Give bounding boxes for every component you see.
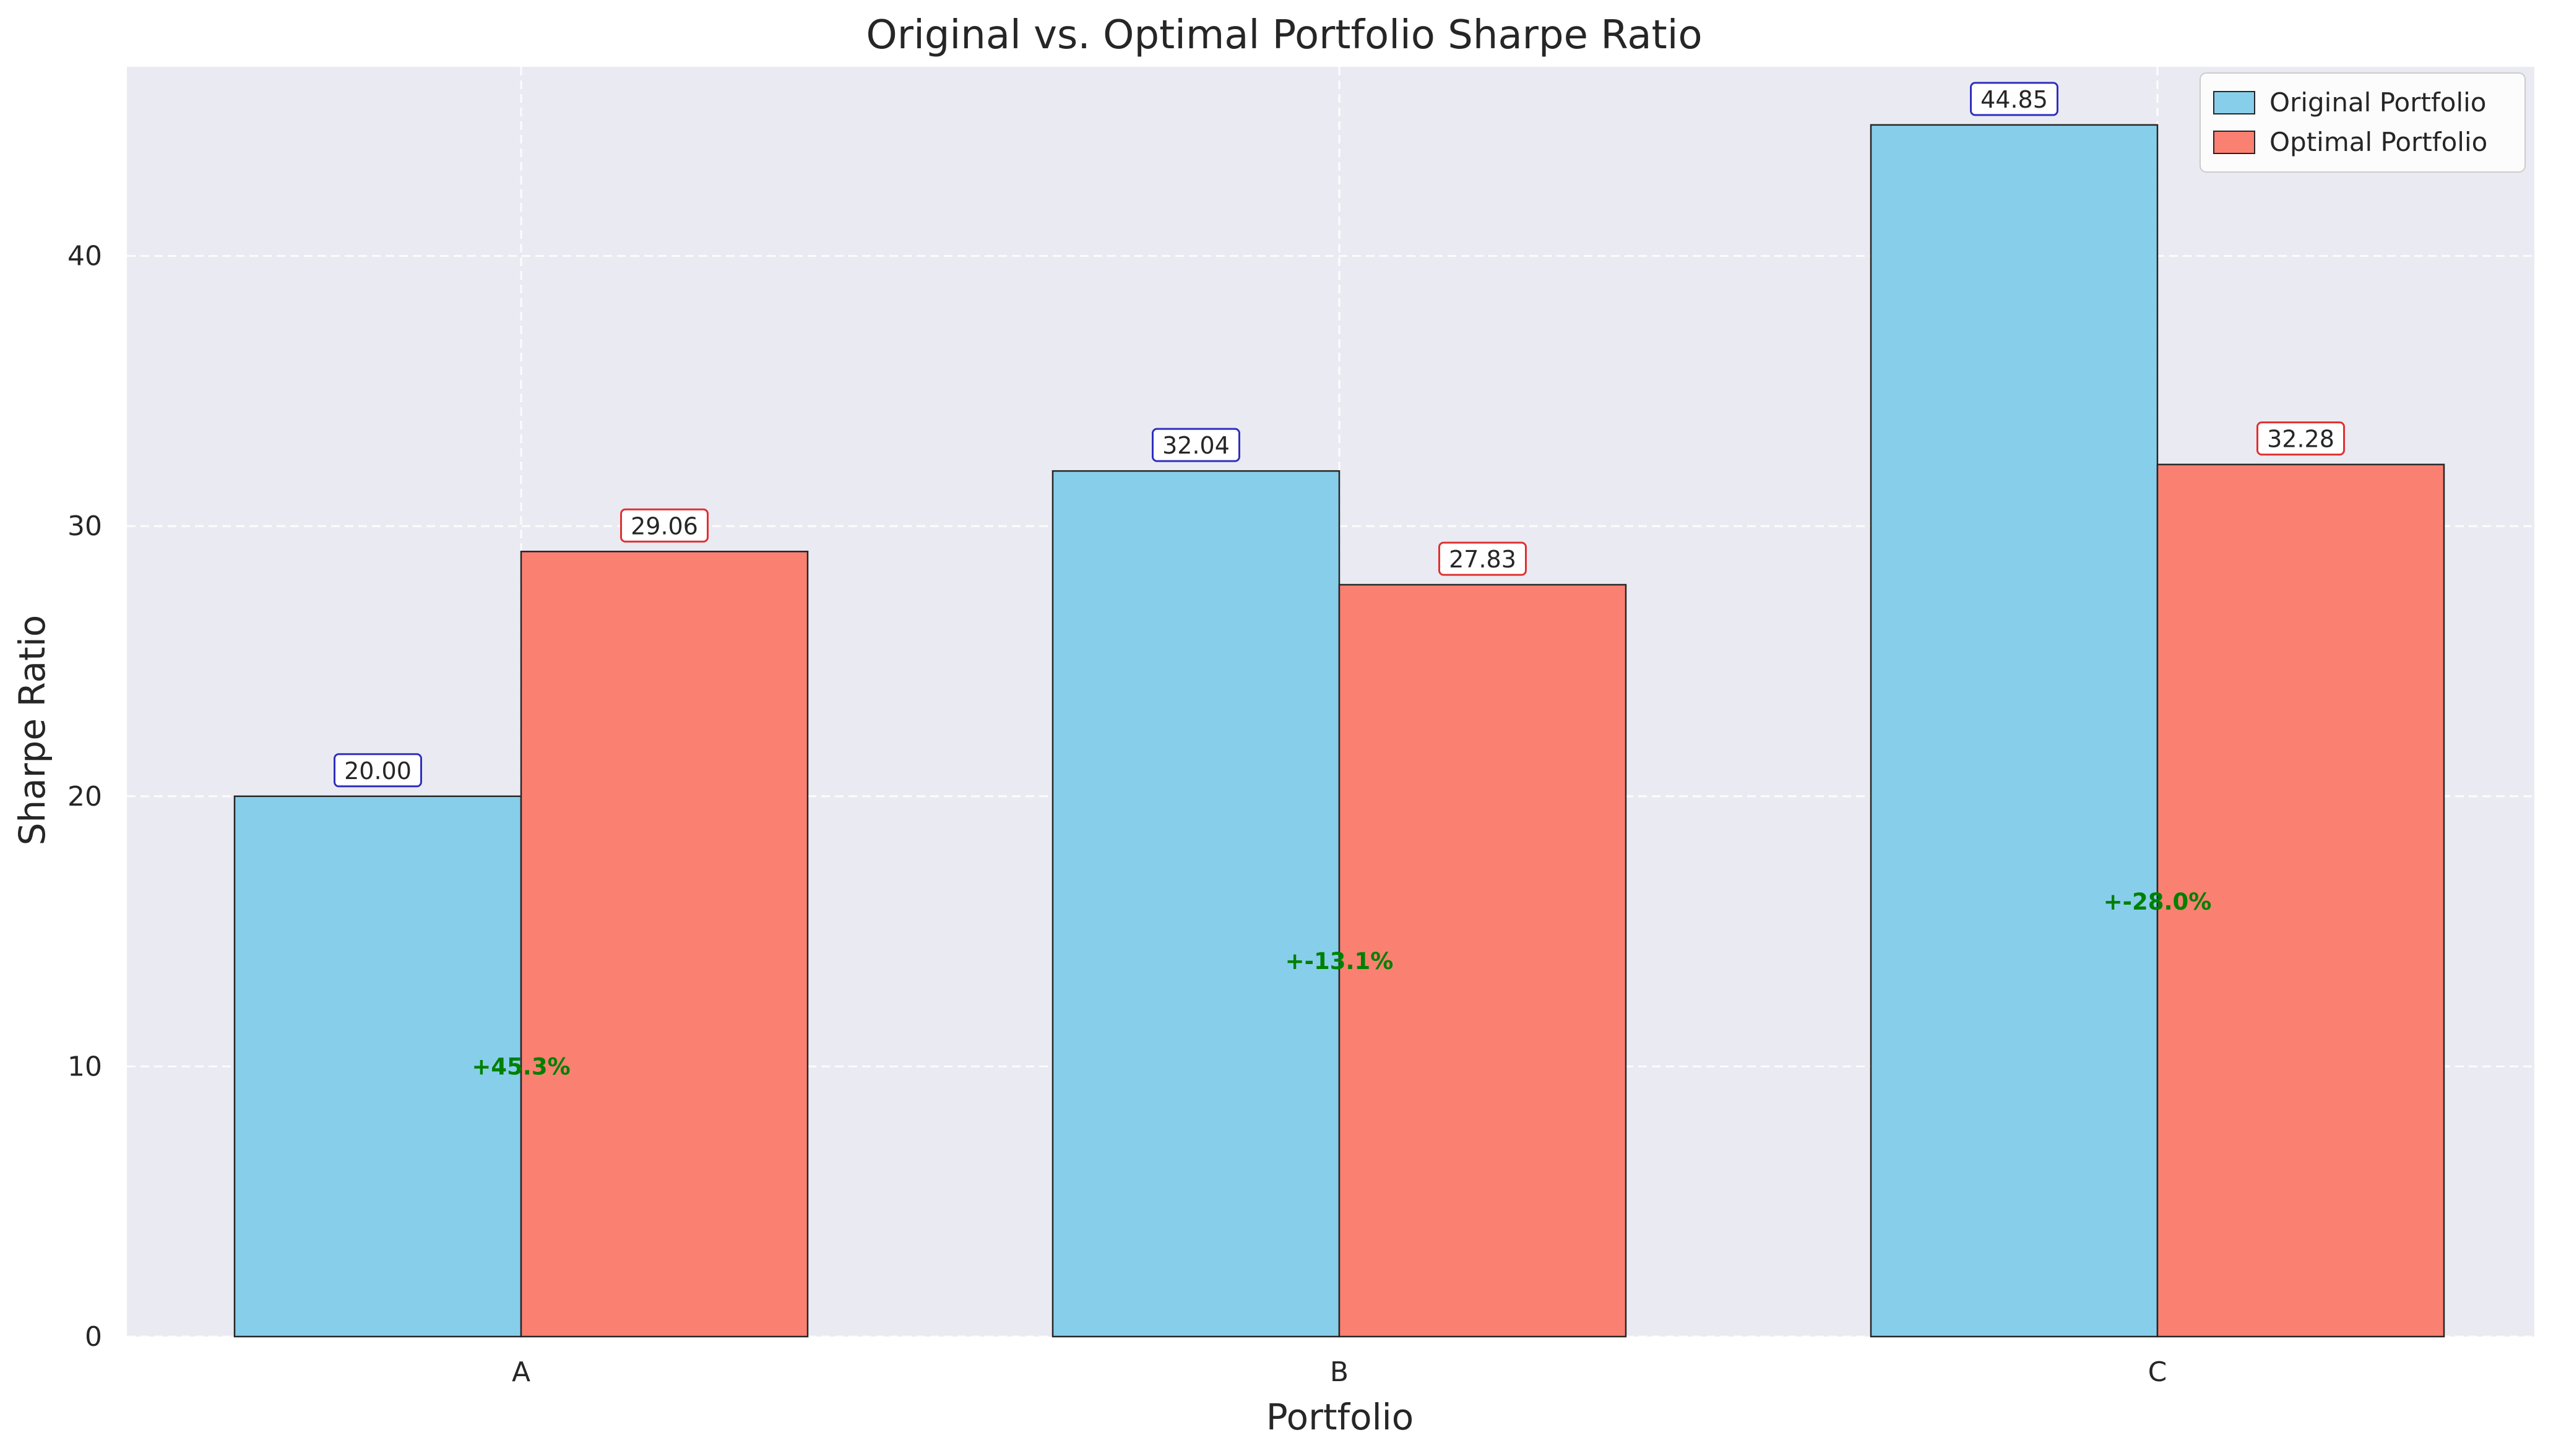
y-tick-label: 20: [67, 781, 102, 812]
value-label-box: [334, 753, 422, 788]
value-label: 27.83: [1449, 546, 1516, 573]
change-annotation: +45.3%: [472, 1053, 570, 1080]
bar-original-portfolio-A: [233, 795, 522, 1338]
bars: [233, 124, 2445, 1338]
chart-title: Original vs. Optimal Portfolio Sharpe Ra…: [866, 12, 1702, 58]
y-axis-label: Sharpe Ratio: [11, 615, 53, 846]
value-label-box: [1152, 428, 1240, 462]
change-annotation: +-28.0%: [2104, 889, 2212, 915]
value-label-box: [620, 508, 709, 543]
legend: Original Portfolio Optimal Portfolio: [2200, 72, 2526, 173]
x-tick-label: C: [2148, 1356, 2167, 1388]
value-label-box: [1970, 82, 2058, 116]
y-tick-label: 30: [67, 510, 102, 542]
y-tick-label: 10: [67, 1051, 102, 1082]
value-labels: 20.00 32.04 44.85 29.06 27.83 32.28 +45.3% +-13…: [334, 82, 2345, 1080]
value-label-box: [2256, 421, 2345, 456]
legend-swatch: [2213, 131, 2255, 154]
value-label: 32.28: [2267, 426, 2334, 453]
tick-labels: 0 10 20 30 40 A B C: [67, 241, 2167, 1388]
y-tick-label: 0: [85, 1321, 102, 1353]
value-label: 20.00: [344, 757, 412, 785]
bar-original-portfolio-B: [1051, 470, 1341, 1338]
bar-optimal-portfolio-A: [520, 551, 809, 1338]
x-axis-label: Portfolio: [1266, 1396, 1414, 1438]
y-tick-label: 40: [67, 241, 102, 272]
value-label: 32.04: [1162, 432, 1230, 459]
change-annotation: +-13.1%: [1285, 948, 1394, 975]
bar-optimal-portfolio-C: [2156, 463, 2445, 1338]
x-tick-label: A: [512, 1356, 530, 1388]
legend-swatch: [2213, 91, 2255, 114]
legend-label: Original Portfolio: [2269, 87, 2486, 118]
x-tick-label: B: [1330, 1356, 1349, 1388]
legend-label: Optimal Portfolio: [2269, 127, 2487, 157]
value-label: 29.06: [631, 512, 698, 540]
legend-box: [2200, 72, 2526, 173]
value-label: 44.85: [1980, 86, 2048, 113]
value-label-box: [1438, 541, 1527, 576]
bar-original-portfolio-C: [1870, 124, 2159, 1338]
bar-optimal-portfolio-B: [1338, 584, 1627, 1338]
